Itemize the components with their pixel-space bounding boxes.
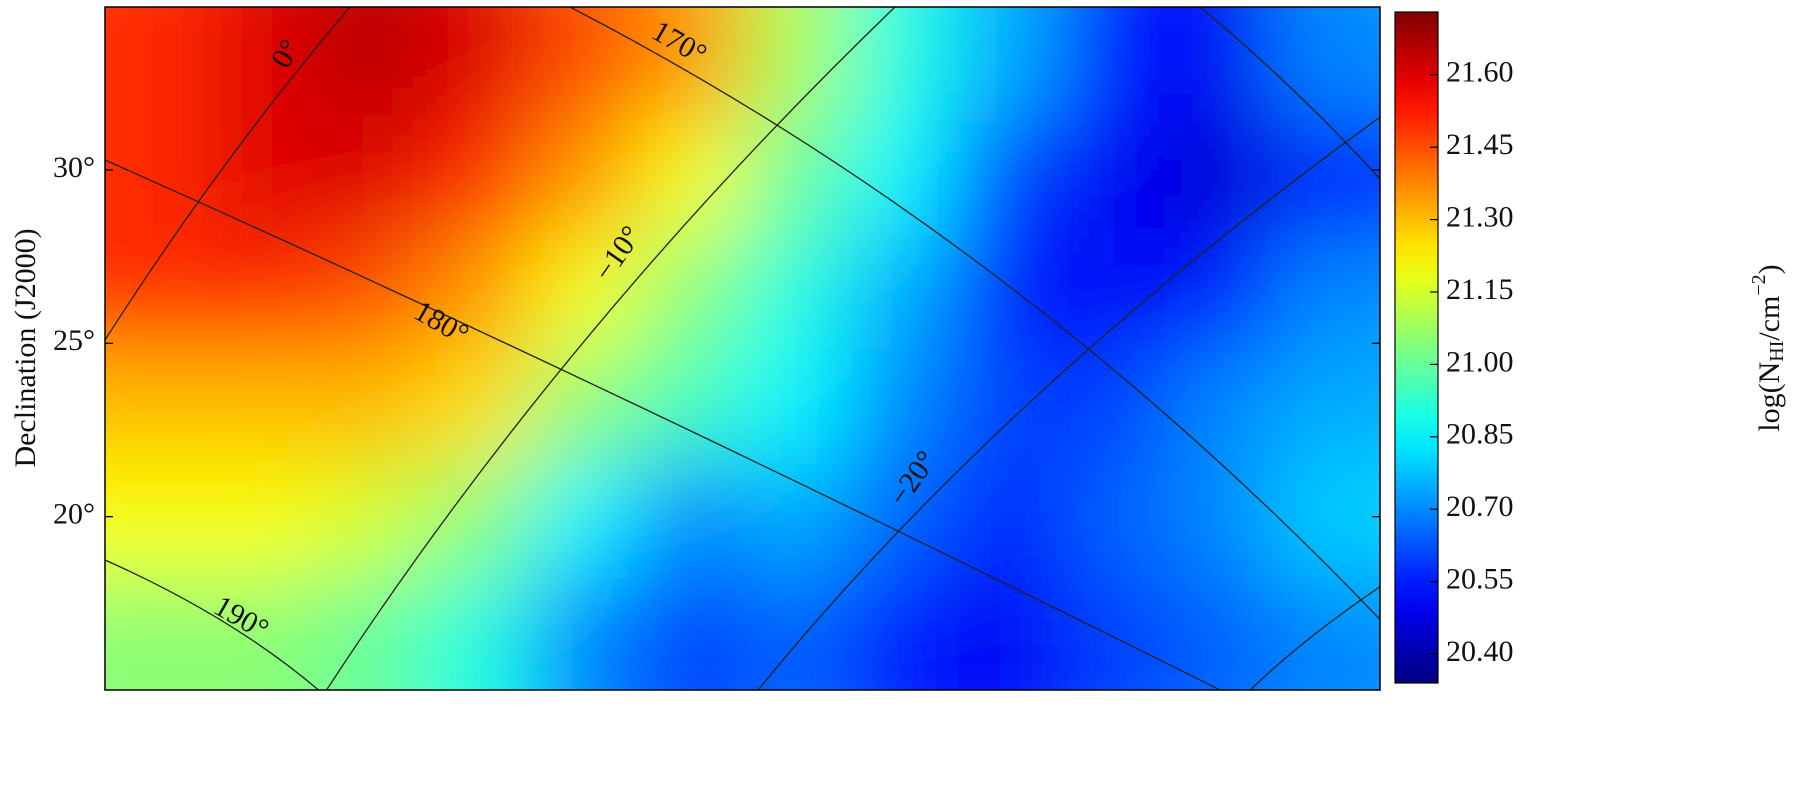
heatmap-cell — [849, 235, 955, 349]
y-axis-label: Declination (J2000) — [9, 228, 42, 467]
heatmap-cell — [318, 0, 424, 121]
heatmap-cell — [955, 576, 1061, 770]
heatmap-cell — [530, 121, 636, 235]
heatmap-cell — [25, 576, 211, 770]
heatmap-cell — [211, 0, 317, 121]
heatmap-cell — [955, 462, 1061, 576]
colorbar — [1395, 12, 1438, 683]
heatmap-cell — [743, 121, 849, 235]
heatmap-cell — [955, 0, 1061, 121]
heatmap-cell — [636, 462, 742, 576]
heatmap-cell — [743, 349, 849, 463]
heatmap-cell — [530, 576, 636, 770]
heatmap-cell — [1168, 462, 1274, 576]
heatmap-cell — [318, 235, 424, 349]
heatmap-cell — [849, 0, 955, 121]
heatmap-cell — [318, 121, 424, 235]
colorbar-tick-label: 21.60 — [1446, 56, 1514, 89]
heatmap-cell — [743, 462, 849, 576]
heatmap-cell — [636, 576, 742, 770]
heatmap-cell — [636, 121, 742, 235]
heatmap-cell — [1061, 0, 1167, 121]
heatmap-cells — [25, 0, 1460, 770]
colorbar-tick-label: 21.15 — [1446, 273, 1514, 306]
heatmap-cell — [211, 462, 317, 576]
page: {"chart_data": {"type": "heatmap", "ylab… — [0, 0, 1804, 797]
heatmap-cell — [424, 576, 530, 770]
y-tick-label: 25° — [53, 324, 95, 357]
heatmap-cell — [636, 235, 742, 349]
colorbar-tick-label: 20.55 — [1446, 563, 1514, 596]
heatmap-cell — [211, 235, 317, 349]
heatmap-cell — [424, 0, 530, 121]
heatmap-cell — [424, 349, 530, 463]
heatmap-cell — [211, 349, 317, 463]
chart: 0°170°−10°180°−20°190° Declination (J200… — [0, 0, 1804, 797]
colorbar-label: log(NHI/cm−2) — [1748, 264, 1788, 431]
colorbar-tick-label: 20.70 — [1446, 490, 1514, 523]
heatmap-cell — [1061, 235, 1167, 349]
heatmap-cell — [1168, 121, 1274, 235]
y-tick-label: 30° — [53, 151, 95, 184]
heatmap-cell — [25, 0, 211, 121]
heatmap-cell — [1061, 349, 1167, 463]
colorbar-tick-label: 20.40 — [1446, 635, 1514, 668]
heatmap-cell — [1168, 349, 1274, 463]
colorbar-tick-label: 21.45 — [1446, 128, 1514, 161]
heatmap-cell — [1061, 576, 1167, 770]
heatmap-cell — [530, 0, 636, 121]
heatmap-cell — [955, 349, 1061, 463]
heatmap-cell — [849, 121, 955, 235]
heatmap-cell — [1168, 576, 1274, 770]
heatmap-cell — [743, 0, 849, 121]
heatmap-cell — [424, 462, 530, 576]
heatmap-cell — [1168, 0, 1274, 121]
heatmap-cell — [25, 349, 211, 463]
heatmap-cell — [424, 121, 530, 235]
heatmap-cell — [849, 576, 955, 770]
map: 0°170°−10°180°−20°190° — [25, 0, 1460, 770]
heatmap-cell — [1061, 121, 1167, 235]
heatmap-cell — [743, 576, 849, 770]
label-part: ) — [1753, 264, 1786, 274]
heatmap-cell — [530, 349, 636, 463]
heatmap-cell — [955, 235, 1061, 349]
heatmap-cell — [530, 462, 636, 576]
heatmap-cell — [1168, 235, 1274, 349]
y-tick-label: 20° — [53, 498, 95, 531]
heatmap-cell — [318, 462, 424, 576]
heatmap-cell — [849, 349, 955, 463]
colorbar-tick-label: 21.30 — [1446, 200, 1514, 233]
heatmap-cell — [318, 576, 424, 770]
colorbar-tick-label: 20.85 — [1446, 418, 1514, 451]
label-sub: HI — [1766, 341, 1788, 362]
heatmap-cell — [955, 121, 1061, 235]
heatmap-cell — [318, 349, 424, 463]
heatmap-cell — [743, 235, 849, 349]
label-part: /cm — [1753, 296, 1786, 341]
label-part: log(N — [1753, 362, 1786, 432]
colorbar-tick-label: 21.00 — [1446, 345, 1514, 378]
label-sup: −2 — [1748, 274, 1770, 295]
heatmap-cell — [636, 349, 742, 463]
heatmap-cell — [1061, 462, 1167, 576]
heatmap-cell — [211, 121, 317, 235]
